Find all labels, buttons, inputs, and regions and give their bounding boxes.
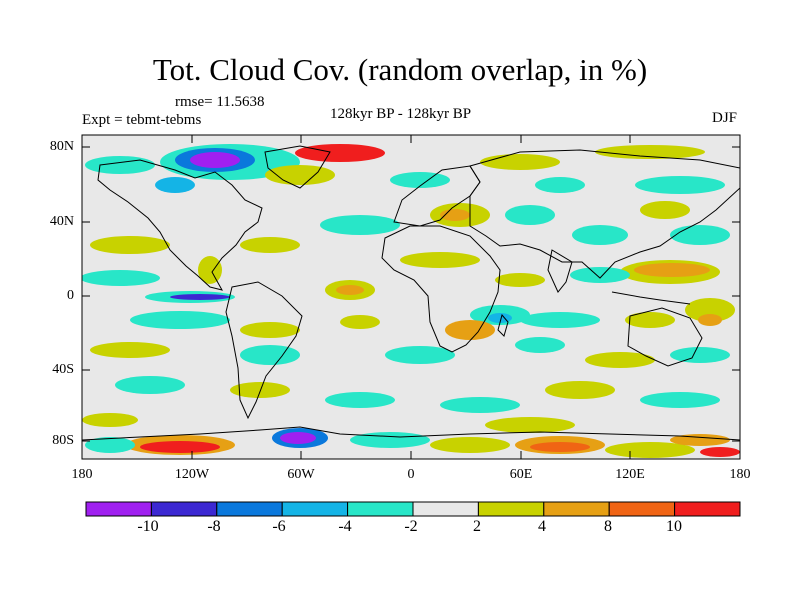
lon-label-180e: 180 (729, 467, 751, 482)
colorbar-swatch (347, 501, 414, 517)
lon-label-180w: 180 (71, 467, 93, 482)
lat-label-40n: 40N (49, 214, 74, 229)
colorbar-label: 8 (604, 518, 612, 535)
colorbar-swatch (674, 501, 741, 517)
lon-label-120w: 120W (174, 467, 210, 482)
colorbar-swatch (216, 501, 283, 517)
colorbar (85, 501, 741, 517)
colorbar-swatch (412, 501, 479, 517)
experiment-label: Expt = tebmt-tebms (82, 112, 202, 128)
lat-label-80s: 80S (52, 433, 74, 448)
map-field (82, 135, 740, 459)
lon-label-60w: 60W (287, 467, 315, 482)
colorbar-label: 10 (666, 518, 682, 535)
colorbar-label: -10 (137, 518, 159, 535)
colorbar-swatch (608, 501, 676, 517)
colorbar-label: -4 (338, 518, 352, 535)
season-label: DJF (712, 110, 738, 126)
rmse-label: rmse= 11.5638 (175, 94, 265, 110)
colorbar-swatch (281, 501, 349, 517)
colorbar-label: -8 (207, 518, 221, 535)
lon-label-120e: 120E (615, 467, 645, 482)
lat-label-80n: 80N (49, 139, 74, 154)
coastlines (82, 145, 740, 441)
colorbar-label: -2 (404, 518, 418, 535)
colorbar-label: 2 (473, 518, 481, 535)
colorbar-label: -6 (272, 518, 286, 535)
colorbar-swatch (150, 501, 218, 517)
lon-label-60e: 60E (509, 467, 533, 482)
lon-label-0: 0 (407, 467, 415, 482)
lat-label-0: 0 (67, 288, 74, 303)
colorbar-swatch (543, 501, 610, 517)
lat-label-40s: 40S (52, 362, 74, 377)
chart-title: Tot. Cloud Cov. (random overlap, in %) (152, 52, 648, 87)
colorbar-label: 4 (538, 518, 546, 535)
period-label: 128kyr BP - 128kyr BP (330, 106, 472, 122)
axis-ticks (82, 135, 740, 459)
colorbar-swatch (477, 501, 545, 517)
colorbar-swatch (85, 501, 152, 517)
